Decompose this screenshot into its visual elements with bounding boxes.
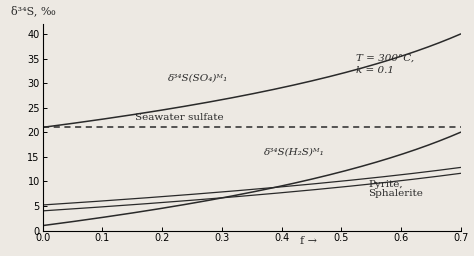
Text: Sphalerite: Sphalerite <box>368 189 423 198</box>
Text: Pyrite,: Pyrite, <box>368 180 403 189</box>
Text: Seawater sulfate: Seawater sulfate <box>135 113 224 122</box>
Text: k = 0.1: k = 0.1 <box>356 66 394 75</box>
Text: δ³⁴S(SO₄)ᴹ₁: δ³⁴S(SO₄)ᴹ₁ <box>168 74 228 83</box>
Text: δ³⁴S, ‰: δ³⁴S, ‰ <box>11 5 56 16</box>
Text: f →: f → <box>300 236 317 246</box>
Text: δ³⁴S(H₂S)ᴹ₁: δ³⁴S(H₂S)ᴹ₁ <box>264 147 324 156</box>
Text: T = 300°C,: T = 300°C, <box>356 54 414 63</box>
